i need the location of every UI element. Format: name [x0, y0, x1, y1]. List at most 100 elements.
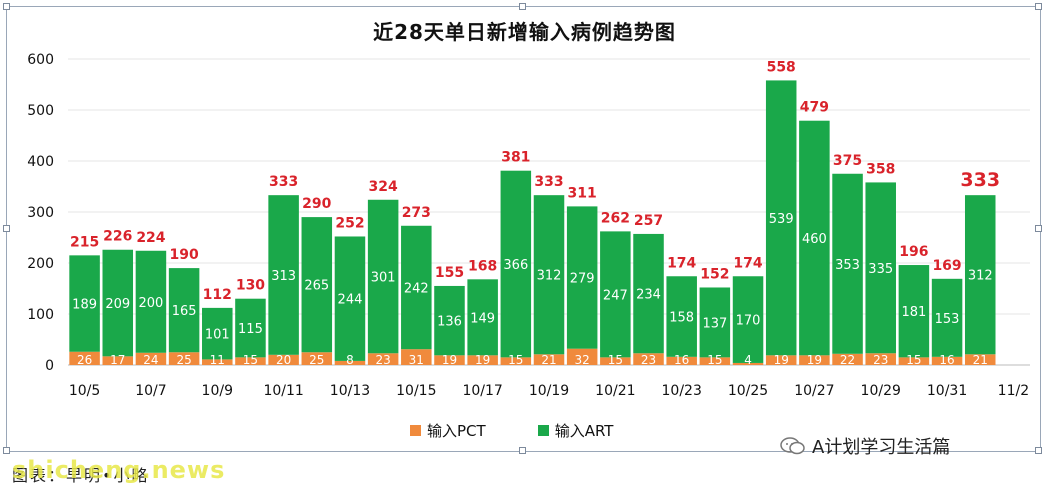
bar-pct	[666, 356, 697, 365]
x-tick-label: 10/11	[263, 383, 303, 399]
bar-art	[334, 236, 366, 361]
bar-art	[102, 249, 134, 357]
x-tick-label: 10/31	[927, 383, 967, 399]
data-label-pct: 21	[973, 353, 988, 367]
bar-art	[434, 285, 465, 356]
bar-pct	[600, 357, 631, 365]
bar-pct	[566, 348, 598, 365]
x-tick-label: 10/9	[202, 383, 233, 399]
bar-art	[500, 170, 532, 358]
bar-art	[367, 199, 399, 354]
bar-pct	[898, 357, 930, 365]
data-label-pct: 19	[475, 353, 490, 367]
y-tick-label: 200	[27, 256, 54, 272]
chart-legend: 输入PCT 输入ART	[410, 420, 613, 441]
data-label-art: 312	[537, 269, 562, 284]
data-label-art: 158	[669, 311, 694, 326]
bar-pct	[765, 355, 797, 365]
resize-handle-tl[interactable]	[3, 3, 10, 10]
bar-pct	[832, 353, 863, 365]
resize-handle-ml[interactable]	[3, 225, 10, 232]
bar-art	[666, 276, 697, 357]
data-label-art: 136	[437, 315, 462, 330]
bar-art	[931, 278, 963, 357]
data-label-pct: 25	[176, 353, 191, 367]
data-label-pct: 23	[873, 353, 888, 367]
source-credit: 图表：早明•小略	[12, 466, 150, 485]
data-label-art: 265	[304, 279, 329, 294]
x-tick-label: 10/21	[595, 383, 635, 399]
bar-pct	[964, 354, 996, 365]
watermark-text: A计划学习生活篇	[812, 437, 951, 458]
data-label-total: 290	[302, 196, 331, 212]
bar-pct	[633, 353, 664, 365]
bar-pct	[533, 354, 565, 365]
y-tick-label: 100	[27, 307, 54, 323]
x-tick-label: 10/5	[69, 383, 100, 399]
bar-pct	[367, 353, 399, 365]
bar-pct	[401, 349, 432, 365]
data-label-art: 200	[139, 296, 164, 311]
chart-title: 近28天单日新增输入病例趋势图	[373, 20, 676, 44]
bar-art	[898, 265, 930, 358]
data-label-pct: 16	[939, 353, 954, 367]
legend-item-art: 输入ART	[537, 420, 614, 441]
x-tick-label: 10/29	[861, 383, 901, 399]
bar-art	[699, 287, 731, 358]
bar-art	[235, 298, 266, 358]
data-label-total: 215	[70, 234, 99, 250]
resize-handle-br[interactable]	[1035, 447, 1042, 454]
bar-art	[799, 120, 830, 356]
data-label-art: 247	[603, 288, 628, 303]
bar-pct	[69, 351, 100, 365]
data-label-total: 252	[335, 215, 364, 231]
bar-art	[566, 206, 598, 349]
bar-art	[633, 233, 664, 354]
x-tick-label: 10/17	[462, 383, 502, 399]
data-label-pct: 32	[575, 353, 590, 367]
resize-handle-tr[interactable]	[1035, 3, 1042, 10]
bar-pct	[500, 357, 532, 365]
data-label-total: 174	[733, 255, 762, 271]
bar-pct	[931, 356, 963, 365]
data-label-art: 353	[835, 258, 860, 273]
bar-art	[202, 307, 233, 360]
x-tick-label: 10/23	[662, 383, 702, 399]
data-label-art: 101	[205, 328, 230, 343]
legend-label-art: 输入ART	[554, 422, 614, 440]
data-label-art: 189	[72, 298, 97, 313]
bar-art	[533, 195, 565, 355]
data-label-total: 273	[402, 205, 431, 221]
data-label-pct: 23	[375, 353, 390, 367]
wechat-icon	[780, 436, 806, 456]
y-tick-label: 500	[27, 103, 54, 119]
resize-handle-bm[interactable]	[519, 447, 526, 454]
y-tick-label: 0	[45, 358, 54, 374]
data-label-art: 312	[968, 269, 993, 284]
data-label-art: 539	[769, 212, 794, 227]
data-label-art: 279	[570, 272, 595, 287]
data-label-art: 115	[238, 322, 263, 337]
y-tick-label: 600	[27, 52, 54, 68]
bar-pct	[135, 352, 167, 365]
bar-pct	[202, 359, 233, 365]
data-label-pct: 19	[807, 353, 822, 367]
bar-art	[69, 255, 100, 352]
watermark: A计划学习生活篇	[780, 433, 950, 459]
bar-art	[600, 231, 631, 358]
chart-plot: 0 100 200 300 400 500 600 26 189 215 17 209 226 24 200…	[27, 52, 1030, 399]
bar-pct	[865, 353, 896, 365]
x-tick-label: 10/15	[396, 383, 436, 399]
resize-handle-tm[interactable]	[519, 3, 526, 10]
data-label-total: 311	[568, 185, 597, 201]
data-label-pct: 15	[707, 353, 722, 367]
legend-swatch-pct	[410, 425, 421, 436]
bar-pct	[334, 360, 366, 365]
data-label-total: 262	[601, 210, 630, 226]
data-label-art: 366	[503, 258, 528, 273]
data-label-art: 335	[868, 262, 893, 277]
resize-handle-bl[interactable]	[3, 447, 10, 454]
resize-handle-mr[interactable]	[1035, 225, 1042, 232]
data-label-pct: 22	[840, 353, 855, 367]
x-tick-label: 10/19	[529, 383, 569, 399]
